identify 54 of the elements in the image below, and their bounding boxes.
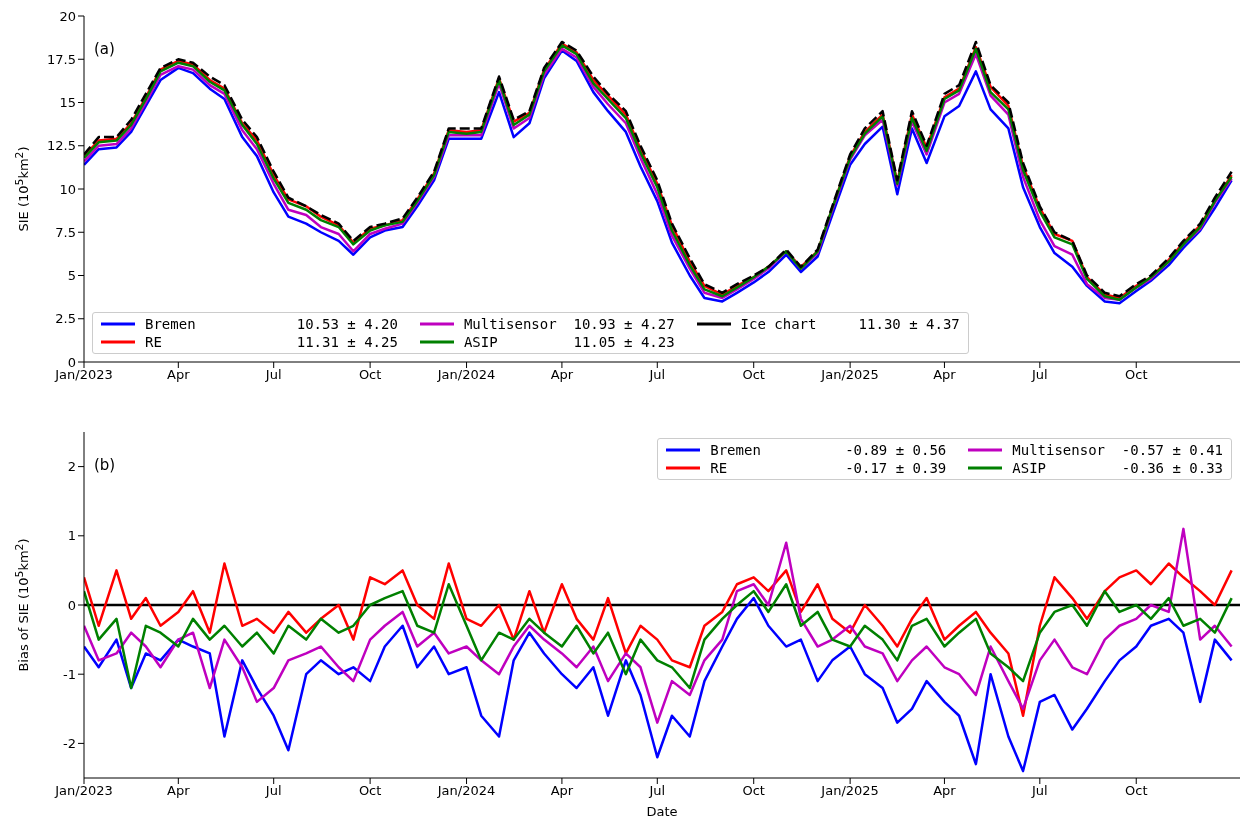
y-tick-label: 7.5 [55, 224, 76, 240]
y-tick-label: 0 [67, 354, 76, 370]
legend-label: RE 11.31 ± 4.25 [145, 334, 398, 350]
legend-label: ASIP -0.36 ± 0.33 [1012, 460, 1223, 476]
y-tick-label: -2 [63, 736, 76, 752]
line-series [84, 562, 1233, 717]
annotation: (a) [94, 40, 115, 58]
legend-label: Ice chart 11.30 ± 4.37 [740, 316, 960, 332]
legend-label: Bremen -0.89 ± 0.56 [710, 442, 947, 458]
y-tick-label: 15 [59, 95, 76, 111]
legend-label: RE -0.17 ± 0.39 [710, 460, 947, 476]
x-tick-label: Jul [648, 367, 666, 383]
x-tick-label: Jan/2023 [54, 367, 113, 383]
x-tick-label: Apr [933, 367, 957, 383]
x-tick-label: Jan/2024 [436, 783, 496, 799]
y-tick-label: 5 [67, 268, 76, 284]
line-series [84, 527, 1233, 724]
x-tick-label: Apr [933, 783, 957, 799]
y-tick-label: -1 [63, 666, 76, 682]
x-tick-label: Oct [358, 367, 382, 383]
x-tick-label: Oct [742, 367, 765, 383]
x-tick-label: Jul [264, 783, 282, 799]
y-tick-label: 12.5 [47, 138, 76, 154]
x-tick-label: Oct [1125, 367, 1148, 383]
y-tick-label: 1 [67, 528, 76, 544]
x-tick-label: Jan/2024 [436, 367, 496, 383]
x-tick-label: Oct [1125, 783, 1148, 799]
x-tick-label: Apr [167, 367, 191, 383]
annotation: (b) [94, 456, 116, 474]
x-tick-label: Jul [1030, 367, 1048, 383]
legend-label: Bremen 10.53 ± 4.20 [145, 316, 398, 332]
legend-label: Multisensor -0.57 ± 0.41 [1012, 442, 1223, 458]
x-tick-label: Jan/2023 [54, 783, 113, 799]
x-tick-label: Oct [358, 783, 382, 799]
x-tick-label: Apr [550, 783, 574, 799]
line-series [84, 582, 1233, 690]
x-tick-label: Jan/2025 [820, 367, 879, 383]
x-tick-label: Jul [1030, 783, 1048, 799]
x-tick-label: Jul [264, 367, 282, 383]
x-tick-label: Jan/2025 [820, 783, 879, 799]
x-tick-label: Oct [742, 783, 765, 799]
y-tick-label: 20 [59, 8, 76, 24]
y-tick-label: 2 [67, 459, 76, 475]
y-tick-label: 10 [59, 181, 76, 197]
y-tick-label: 0 [67, 597, 76, 613]
legend-label: Multisensor 10.93 ± 4.27 [463, 316, 675, 332]
x-tick-label: Apr [550, 367, 574, 383]
y-tick-label: 2.5 [55, 311, 76, 327]
x-axis-title: Date [645, 804, 679, 819]
legend-label: ASIP 11.05 ± 4.23 [463, 334, 675, 350]
x-tick-label: Apr [167, 783, 191, 799]
x-tick-label: Jul [648, 783, 666, 799]
line-series [84, 596, 1233, 773]
y-tick-label: 17.5 [47, 51, 76, 67]
